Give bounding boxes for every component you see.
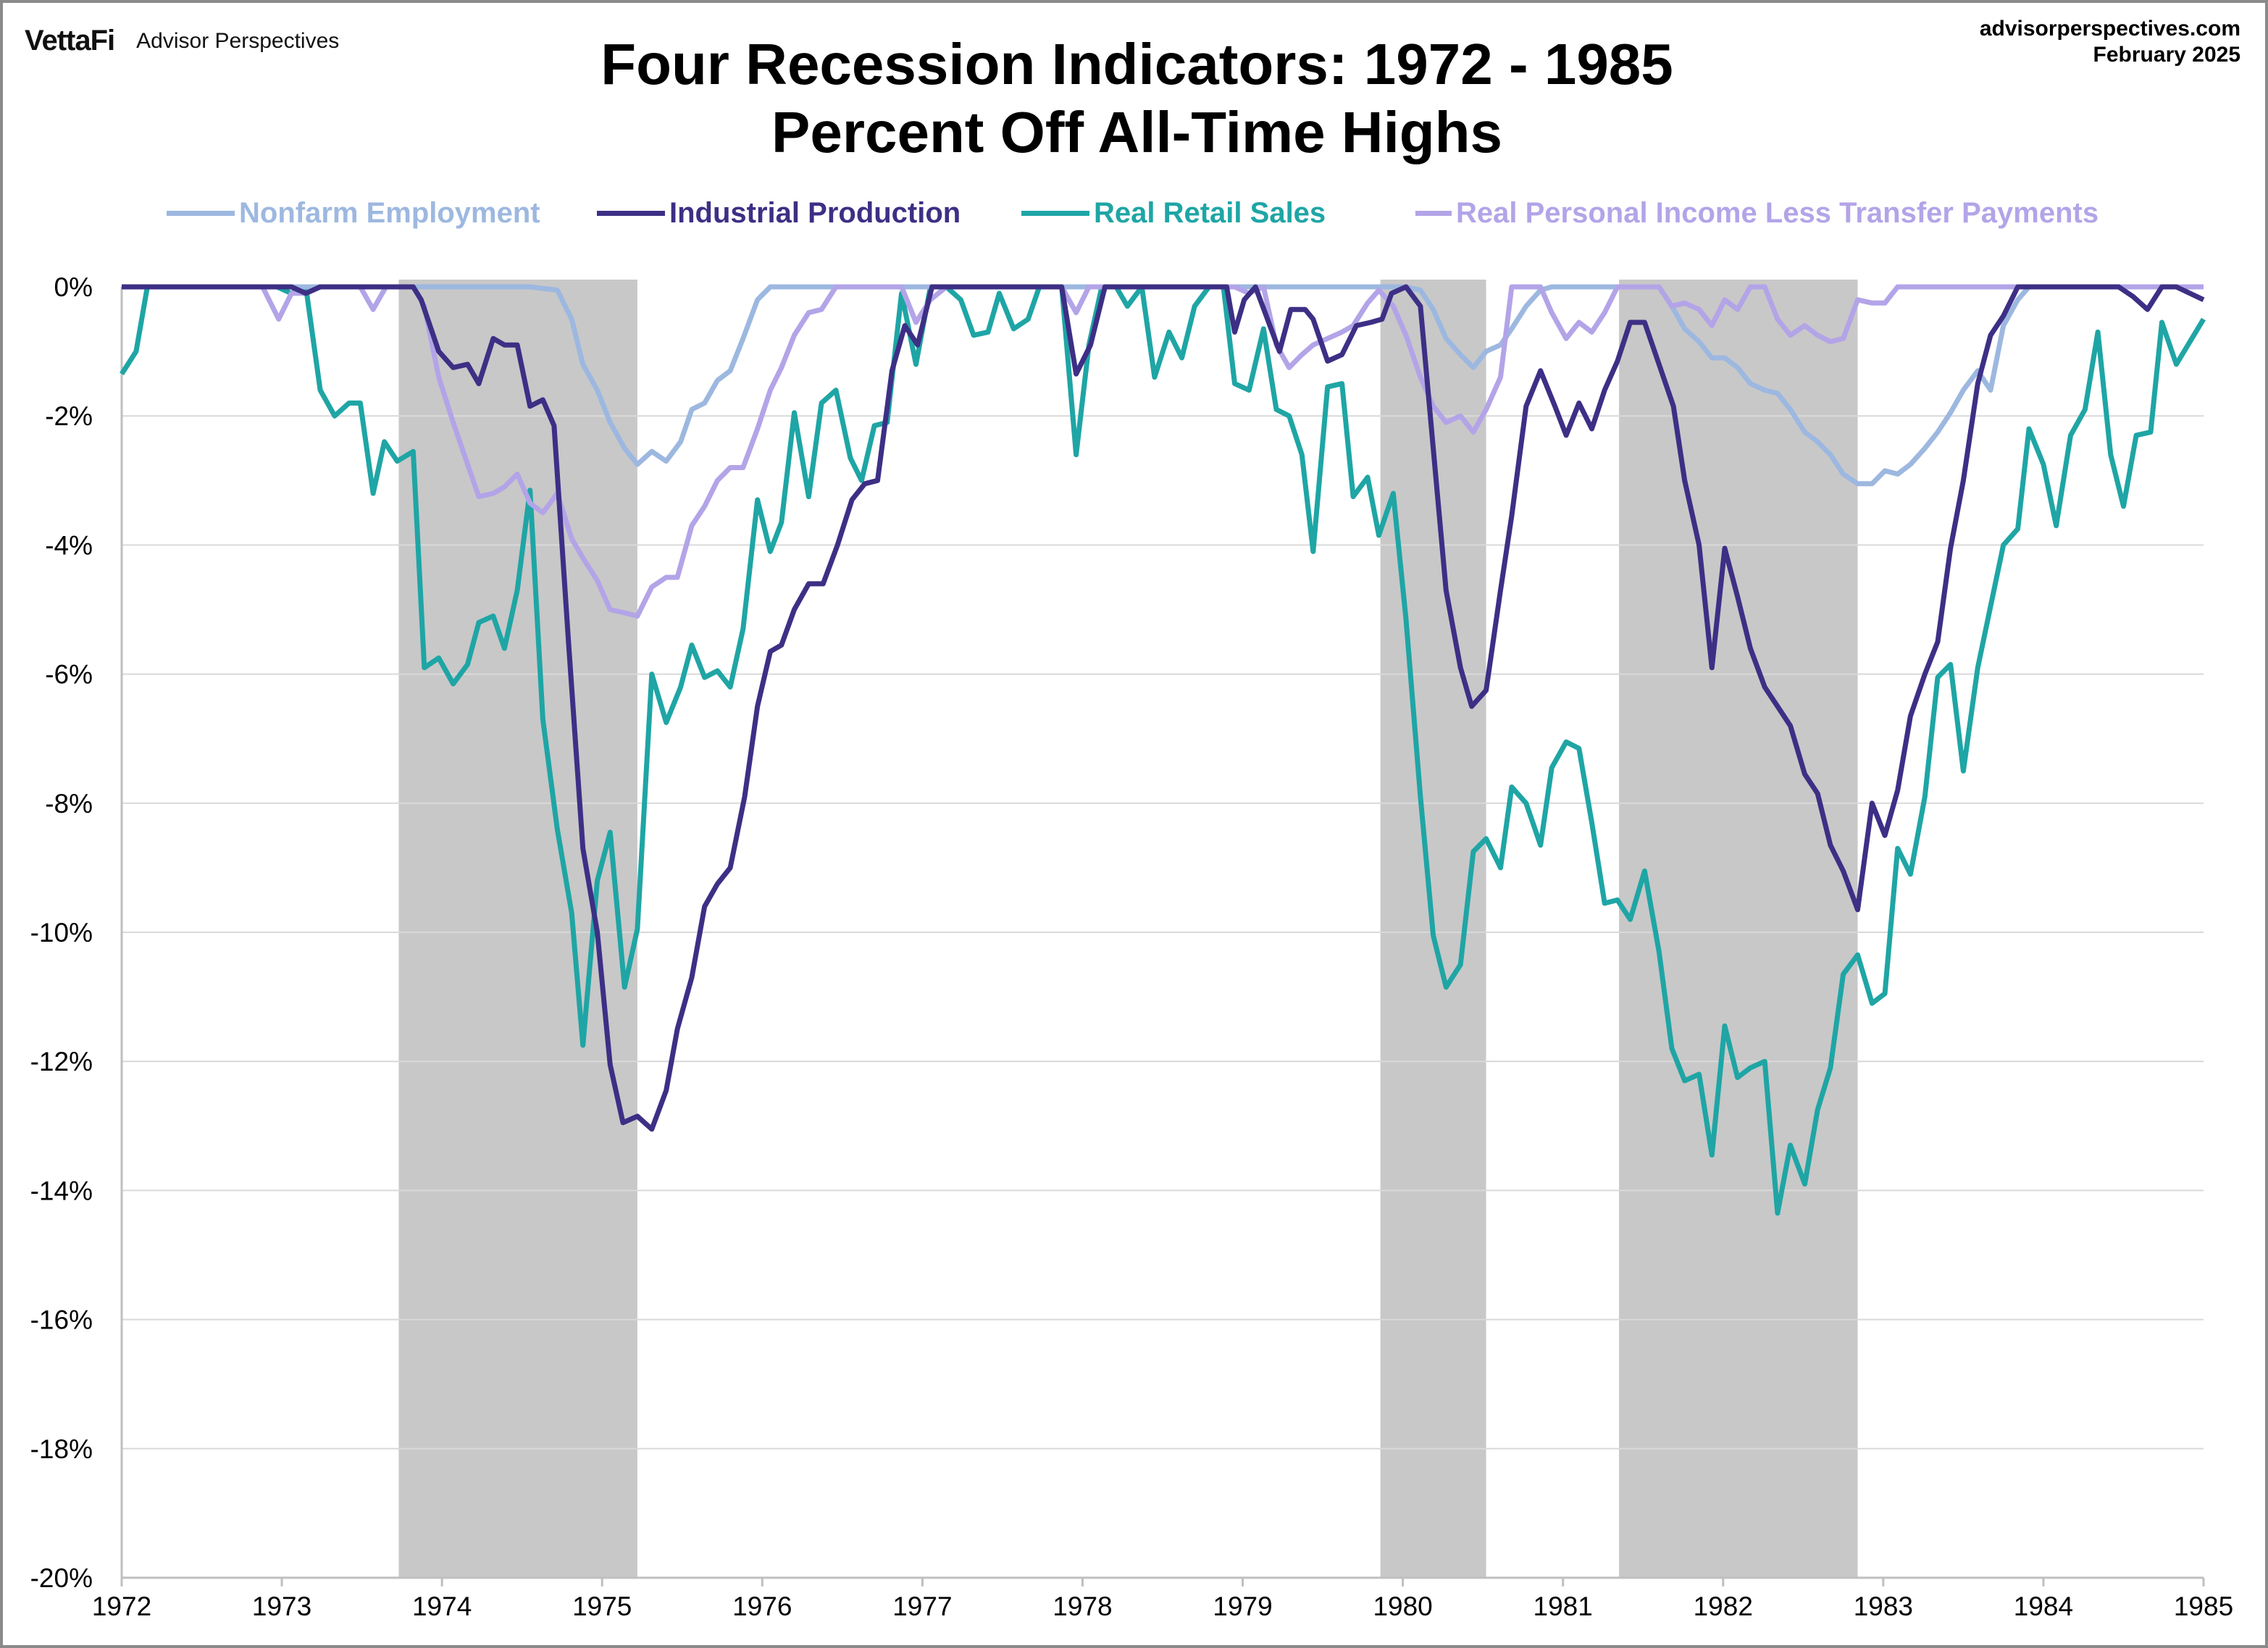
recession-band: [1619, 280, 1858, 1578]
source-block: advisorperspectives.com February 2025: [1980, 16, 2240, 68]
legend-item-industrial-production: Industrial Production: [597, 197, 961, 230]
x-tick-label: 1976: [732, 1591, 792, 1621]
y-tick-label: -12%: [30, 1047, 93, 1076]
x-tick-label: 1980: [1373, 1591, 1432, 1621]
y-tick-label: -2%: [45, 401, 93, 431]
series-line-nonfarm-employment: [122, 284, 2204, 487]
y-tick-label: -4%: [45, 530, 93, 560]
x-tick-label: 1972: [92, 1591, 151, 1621]
y-tick-label: 0%: [54, 272, 93, 302]
source-date: February 2025: [2093, 43, 2240, 67]
legend-swatch: [597, 211, 665, 216]
y-tick-label: -16%: [30, 1305, 93, 1335]
y-tick-label: -8%: [45, 789, 93, 819]
y-tick-label: -6%: [45, 660, 93, 690]
legend-swatch: [1021, 211, 1089, 216]
legend-label: Industrial Production: [669, 197, 961, 229]
x-tick-label: 1981: [1533, 1591, 1593, 1621]
legend-label: Real Retail Sales: [1094, 197, 1326, 229]
chart-title: Four Recession Indicators: 1972 - 1985: [601, 32, 1673, 96]
y-tick-label: -10%: [30, 918, 93, 948]
legend-swatch: [1415, 211, 1452, 216]
legend-label: Real Personal Income Less Transfer Payme…: [1456, 197, 2099, 229]
x-tick-label: 1983: [1854, 1591, 1913, 1621]
x-tick-label: 1974: [412, 1591, 472, 1621]
legend-item-real-retail-sales: Real Retail Sales: [1021, 197, 1326, 230]
x-tick-label: 1977: [892, 1591, 952, 1621]
plot-area: 0%-2%-4%-6%-8%-10%-12%-14%-16%-18%-20%19…: [30, 272, 2234, 1621]
legend-item-real-personal-income: Real Personal Income Less Transfer Payme…: [1415, 197, 2098, 230]
x-tick-label: 1975: [572, 1591, 632, 1621]
legend-label: Nonfarm Employment: [239, 197, 540, 229]
x-tick-label: 1982: [1694, 1591, 1753, 1621]
series-line-industrial-production: [122, 284, 2205, 1132]
x-tick-label: 1978: [1053, 1591, 1112, 1621]
vettafi-logo: VettaFi Advisor Perspectives: [25, 25, 339, 57]
y-tick-label: -14%: [30, 1176, 93, 1205]
y-tick-label: -18%: [30, 1434, 93, 1464]
source-site: advisorperspectives.com: [1979, 17, 2240, 41]
logo-brand: VettaFi: [25, 25, 115, 57]
chart-subtitle: Percent Off All-Time Highs: [771, 100, 1503, 164]
x-tick-label: 1979: [1213, 1591, 1272, 1621]
logo-sub: Advisor Perspectives: [136, 28, 340, 53]
y-tick-label: -20%: [30, 1563, 93, 1593]
x-tick-label: 1973: [252, 1591, 311, 1621]
x-tick-label: 1985: [2174, 1591, 2233, 1621]
chart-title-block: Four Recession Indicators: 1972 - 1985 P…: [3, 30, 2265, 167]
x-tick-label: 1984: [2014, 1591, 2073, 1621]
legend-item-nonfarm-employment: Nonfarm Employment: [167, 197, 540, 230]
legend-swatch: [167, 211, 235, 216]
